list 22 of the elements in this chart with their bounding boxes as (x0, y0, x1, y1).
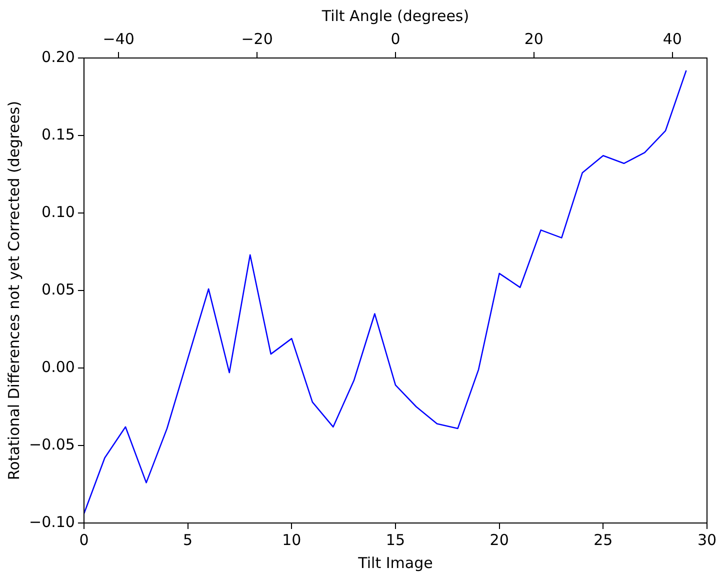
y-tick-label: 0.00 (42, 358, 75, 376)
x-tick-label: 10 (282, 530, 302, 549)
y-tick-label: 0.10 (42, 202, 75, 221)
x-tick-label: 30 (697, 530, 717, 549)
y-axis-title: Rotational Differences not yet Corrected (degrees) (4, 100, 23, 480)
x-tick-label: 0 (79, 530, 89, 549)
x2-tick-label: 0 (390, 30, 400, 48)
x2-axis-title: Tilt Angle (degrees) (320, 6, 470, 25)
x2-tick-label: 20 (524, 30, 544, 48)
y-tick-label: −0.10 (29, 512, 75, 531)
x2-tick-label: −20 (241, 30, 273, 48)
x-tick-label: 5 (183, 530, 193, 549)
x2-tick-label: −40 (102, 30, 134, 48)
x-tick-label: 15 (386, 530, 406, 549)
y-tick-label: 0.20 (42, 48, 75, 66)
y-tick-label: 0.05 (42, 280, 75, 298)
x2-tick-label: 40 (662, 30, 682, 48)
x-axis-title: Tilt Image (357, 554, 433, 572)
y-tick-label: −0.05 (29, 435, 75, 454)
x-tick-label: 25 (594, 530, 613, 549)
y-tick-label: 0.15 (42, 125, 75, 144)
x-tick-label: 20 (490, 530, 509, 549)
